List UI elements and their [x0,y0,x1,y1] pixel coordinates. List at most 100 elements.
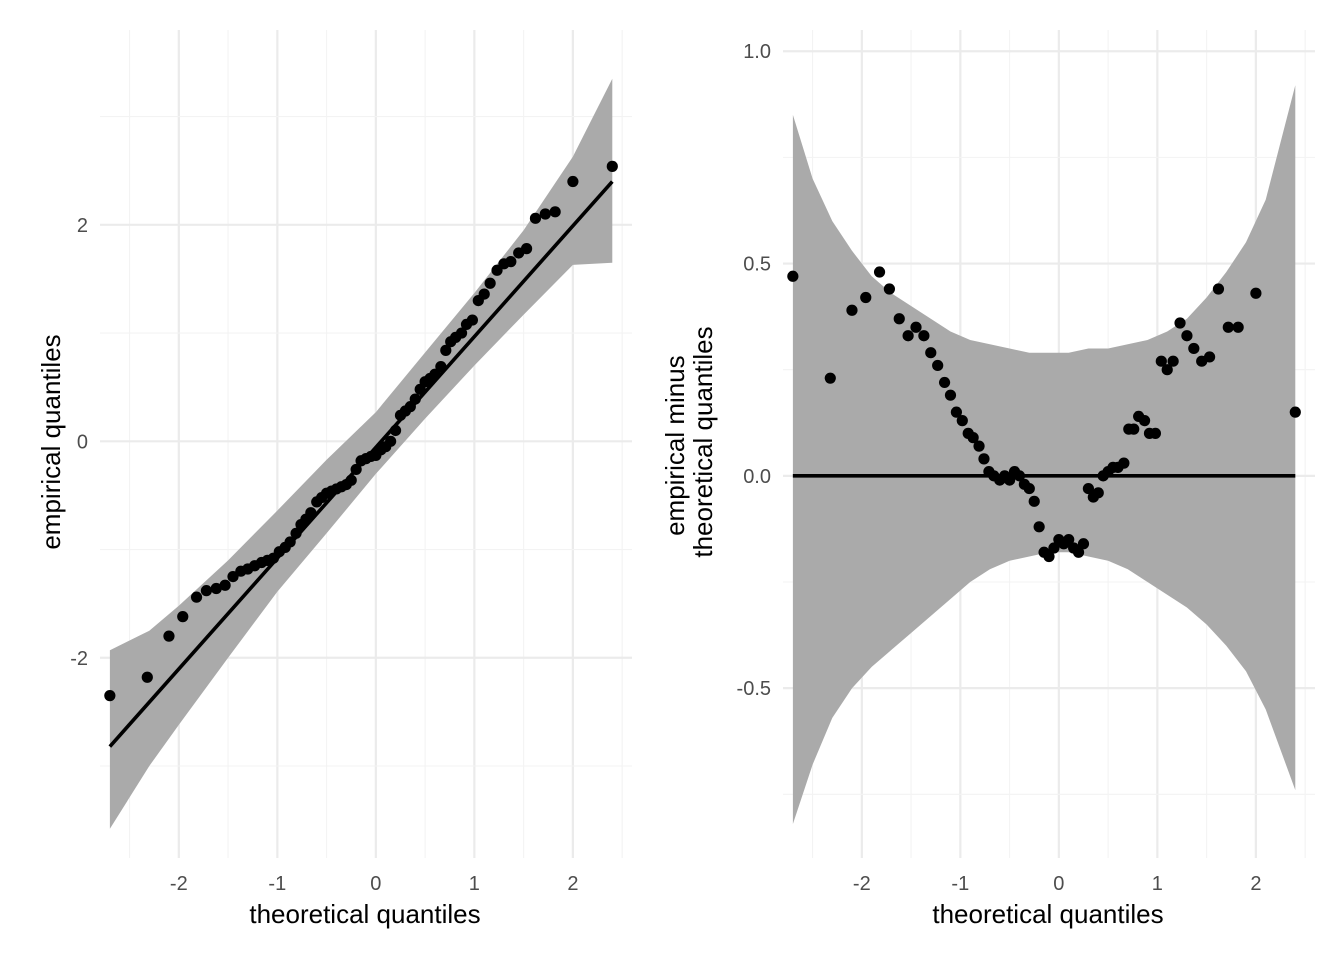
y-tick-label: -0.5 [737,678,771,700]
data-point [1003,474,1016,486]
right-confidence-band [792,85,1296,824]
data-point [1082,482,1095,495]
left-x-tick-labels: -2 -1 0 1 2 [170,873,579,895]
y-tick-label: 2 [77,215,88,237]
data-point [177,611,189,623]
data-point [1048,542,1060,554]
data-point [409,393,421,405]
data-point [967,432,979,444]
x-tick-label: 1 [469,873,480,895]
data-point [1250,287,1262,299]
data-point [141,671,153,683]
data-point [455,327,468,339]
data-point [973,440,985,452]
data-point [1188,342,1200,355]
x-tick-label: -1 [951,873,969,895]
x-tick-label: -2 [853,873,871,895]
data-point [1063,533,1075,546]
data-point [938,376,951,389]
data-point [478,288,490,300]
data-point [466,314,478,326]
data-point [950,406,962,418]
x-tick-label: 0 [1053,873,1064,895]
data-point [104,690,116,702]
data-point [1072,546,1085,558]
data-point [549,206,561,218]
data-point [1289,406,1301,418]
data-point [1212,283,1225,295]
data-point [910,321,922,333]
data-point [606,160,618,172]
y-tick-label: 1.0 [743,41,771,63]
data-point [1222,321,1234,333]
right-x-tick-labels: -2 -1 0 1 2 [853,873,1262,895]
data-point [1077,538,1090,550]
data-point [787,270,799,282]
right-y-axis-title: empirical minus theoretical quantiles [660,326,718,557]
right-y-tick-labels: -0.5 0.0 0.5 1.0 [737,41,771,700]
data-point [484,277,496,289]
data-point [1161,364,1173,376]
data-point [227,570,239,583]
data-point [435,361,447,373]
data-point [529,212,542,224]
right-y-axis-title-line-1: empirical minus [660,355,690,536]
data-point [440,344,452,356]
data-point [345,474,357,486]
data-point [1155,355,1167,367]
data-point [284,536,296,548]
data-point [956,415,968,427]
data-point [389,424,402,437]
data-point [902,330,914,342]
data-point [305,507,317,519]
data-point [1028,495,1040,507]
right-y-axis-title-line-2: theoretical quantiles [688,326,718,557]
data-point [925,347,937,359]
data-point [846,304,858,316]
data-point [893,313,905,325]
data-point [1149,427,1161,439]
right-x-axis-title: theoretical quantiles [932,899,1163,929]
x-tick-label: 2 [1250,873,1261,895]
data-point [505,256,517,268]
y-tick-label: 0.0 [743,466,771,488]
data-point [978,453,990,465]
data-point [873,266,886,278]
data-point [1232,321,1244,333]
x-tick-label: 0 [370,873,381,895]
left-qq-plot-panel: -2 -1 0 1 2 -2 0 2 theoretical quantiles empir… [36,30,632,929]
data-point [1033,521,1045,533]
left-data-points [104,160,618,702]
y-tick-label: 0 [77,431,88,453]
data-point [1174,317,1186,329]
y-tick-label: -2 [70,648,88,670]
left-x-axis-title: theoretical quantiles [249,899,480,929]
x-tick-label: 1 [1152,873,1163,895]
data-point [429,368,441,380]
data-point [918,330,930,342]
data-point [210,582,222,595]
data-point [1181,330,1193,342]
data-point [350,463,362,476]
data-point [1118,457,1130,469]
x-tick-label: 2 [567,873,578,895]
data-point [1203,351,1216,363]
data-point [219,579,231,591]
data-point [1013,470,1026,482]
data-point [290,527,302,539]
data-point [932,359,944,372]
y-tick-label: 0.5 [743,254,771,276]
data-point [567,175,579,188]
data-point [883,283,896,295]
data-point [200,585,212,597]
data-point [1128,423,1140,435]
data-point [1167,355,1179,367]
data-point [190,591,203,603]
data-point [1043,550,1055,563]
data-point [944,389,957,401]
right-detrended-qq-plot-panel: -2 -1 0 1 2 -0.5 0.0 0.5 1.0 theoretical quanti… [660,30,1315,929]
left-y-axis-title: empirical quantiles [36,334,66,549]
data-point [1138,415,1151,427]
x-tick-label: -2 [170,873,188,895]
